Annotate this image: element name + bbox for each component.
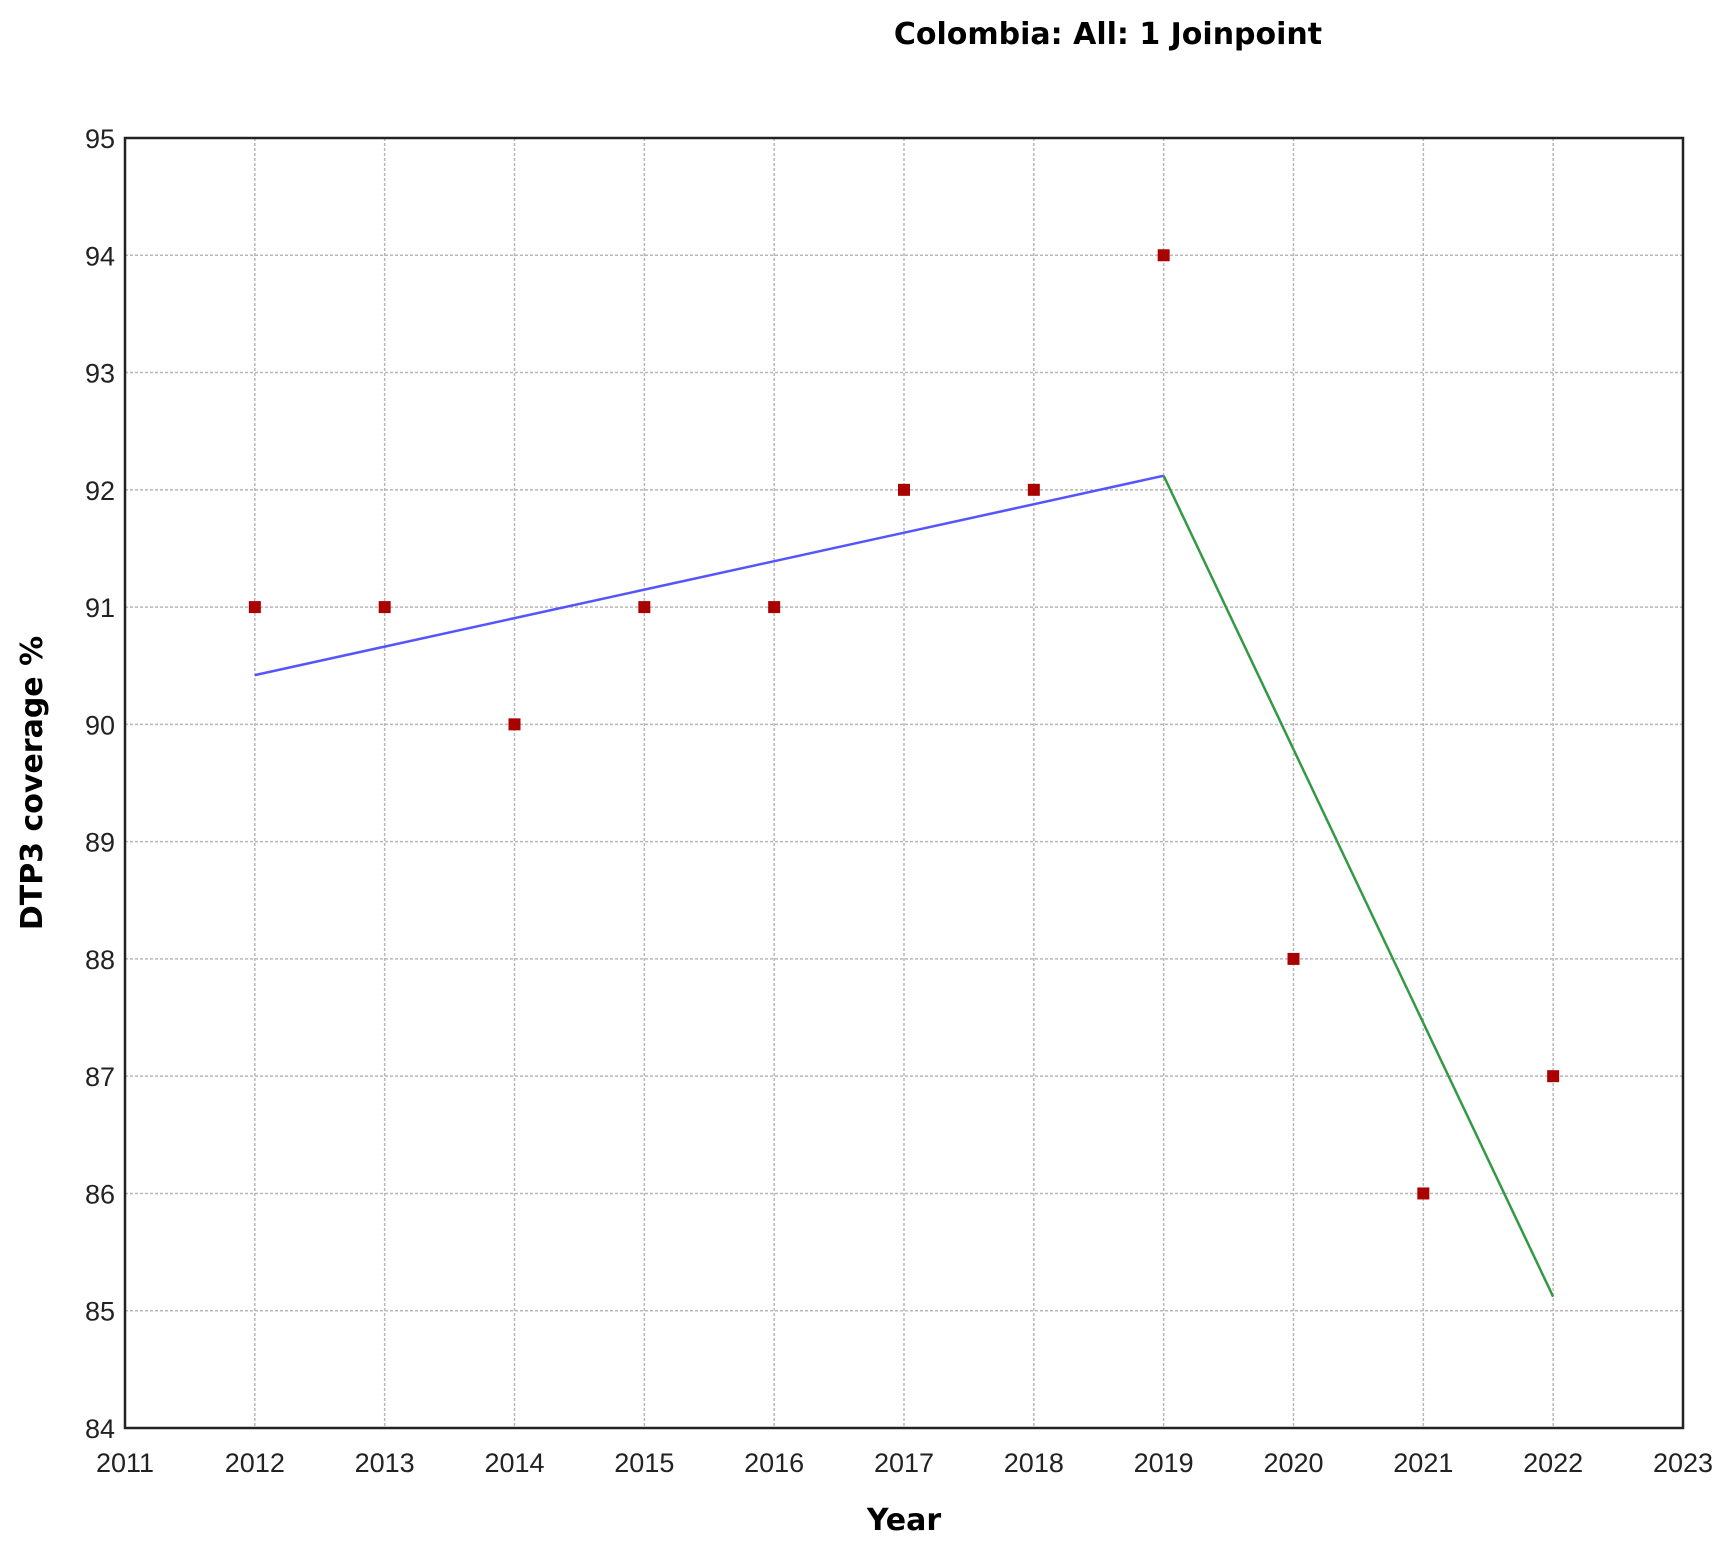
x-tick-label: 2021 (1393, 1448, 1453, 1478)
x-tick-label: 2015 (614, 1448, 674, 1478)
y-axis-ticks: 84 85 86 87 88 89 90 91 92 93 94 95 (85, 124, 115, 1444)
y-tick-label: 89 (85, 828, 115, 858)
observed-points (248, 249, 1560, 1200)
data-point (638, 601, 651, 614)
data-point (248, 601, 261, 614)
trend-segments (254, 474, 1555, 1298)
x-tick-label: 2016 (744, 1448, 804, 1478)
data-point (898, 483, 910, 496)
plot-frame (123, 136, 1685, 1430)
x-tick-label: 2018 (1004, 1448, 1064, 1478)
chart-title: Colombia: All: 1 Joinpoint (894, 17, 1322, 52)
x-tick-label: 2017 (874, 1448, 934, 1478)
y-tick-label: 90 (85, 710, 115, 740)
x-tick-label: 2023 (1653, 1448, 1713, 1478)
y-tick-label: 92 (85, 476, 115, 506)
grid-lines (125, 138, 1683, 1428)
y-tick-label: 88 (85, 945, 115, 975)
x-tick-label: 2022 (1523, 1448, 1583, 1478)
trend-segment-1 (254, 474, 1164, 677)
x-tick-label: 2019 (1134, 1448, 1194, 1478)
x-tick-label: 2013 (355, 1448, 415, 1478)
y-tick-label: 94 (85, 241, 115, 271)
y-tick-label: 91 (85, 593, 115, 623)
data-point (508, 718, 521, 731)
y-tick-label: 85 (85, 1297, 115, 1327)
y-tick-label: 84 (85, 1414, 115, 1444)
trend-segment-2 (1162, 475, 1555, 1298)
data-point (378, 601, 391, 614)
y-axis-label: DTP3 coverage % (15, 636, 50, 930)
x-tick-label: 2014 (484, 1448, 544, 1478)
x-axis-ticks: 2011 2012 2013 2014 2015 2016 2017 2018 2019 2020… (96, 1448, 1713, 1478)
y-tick-label: 86 (85, 1179, 115, 1209)
y-tick-label: 87 (85, 1062, 115, 1092)
x-axis-label: Year (866, 1503, 942, 1538)
data-point (1157, 249, 1170, 262)
data-point (1287, 952, 1300, 965)
x-tick-label: 2011 (96, 1448, 154, 1478)
x-tick-label: 2020 (1263, 1448, 1323, 1478)
data-point (1547, 1070, 1560, 1083)
y-tick-label: 93 (85, 359, 115, 389)
data-point (1417, 1187, 1430, 1200)
x-tick-label: 2012 (225, 1448, 285, 1478)
data-point (768, 601, 781, 614)
data-point (1027, 483, 1040, 496)
y-tick-label: 95 (85, 124, 115, 154)
